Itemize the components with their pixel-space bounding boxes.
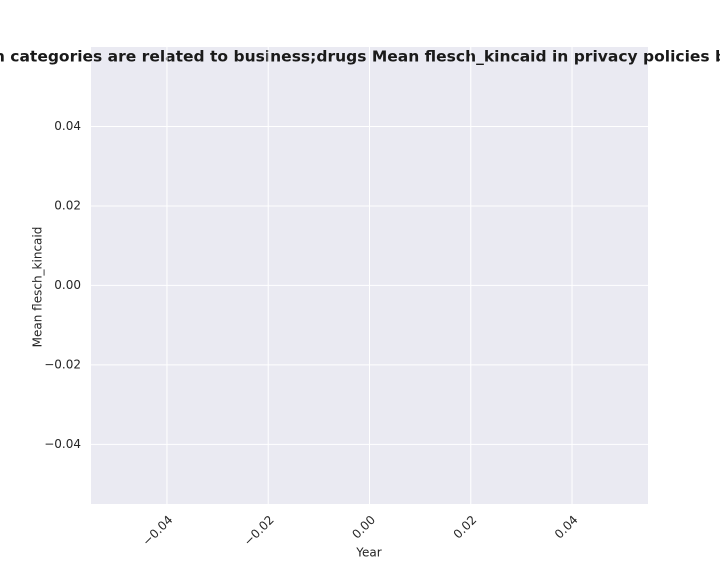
x-tick-label: 0.02 [451, 513, 480, 542]
chart-title: when categories are related to business;… [0, 48, 720, 66]
y-tick-label: 0.02 [54, 198, 81, 212]
y-tick-label: −0.02 [44, 357, 81, 371]
x-axis-label: Year [355, 546, 381, 560]
x-tick-label: 0.00 [349, 513, 378, 542]
x-tick-label: −0.04 [140, 513, 176, 549]
y-tick-label: 0.00 [54, 278, 81, 292]
x-tick-label: 0.04 [552, 513, 581, 542]
y-axis-label: Mean flesch_kincaid [31, 227, 45, 348]
y-tick-label: −0.04 [44, 437, 81, 451]
y-tick-label: 0.04 [54, 119, 81, 133]
x-tick-label: −0.02 [241, 513, 277, 549]
